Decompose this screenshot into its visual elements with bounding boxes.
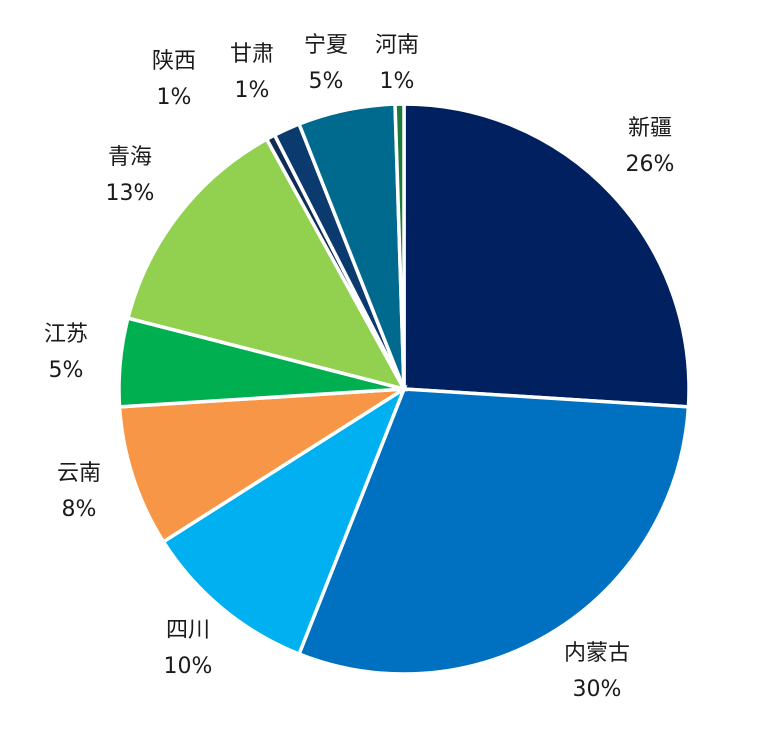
slice-value-label: 5% [49, 358, 84, 383]
pie-slices [117, 102, 691, 676]
slice-value-label: 10% [164, 654, 213, 679]
slice-category-label: 四川 [166, 618, 210, 643]
slice-value-label: 8% [62, 497, 97, 522]
slice-category-label: 江苏 [44, 322, 88, 347]
slice-category-label: 云南 [57, 461, 101, 486]
slice-category-label: 河南 [375, 33, 419, 58]
slice-value-label: 13% [106, 181, 155, 206]
slice-value-label: 1% [157, 85, 192, 110]
pie-slice-6 [125, 136, 408, 392]
slice-category-label: 内蒙古 [564, 641, 630, 666]
slice-category-label: 甘肃 [230, 42, 274, 67]
slice-value-label: 30% [573, 677, 622, 702]
slice-category-label: 陕西 [152, 49, 196, 74]
slice-value-label: 26% [626, 152, 675, 177]
pie-slice-1 [402, 102, 691, 409]
slice-category-label: 新疆 [628, 116, 672, 141]
pie-slice-10 [393, 102, 406, 390]
slice-category-label: 青海 [108, 145, 152, 170]
slice-category-label: 宁夏 [304, 33, 348, 58]
pie-slice-2 [296, 387, 691, 676]
pie-labels: 新疆 26% 内蒙古 30% 四川 10% 云南 8% 江苏 5% 青海 13% 陕西 1% 甘肃 1% 宁夏 5… [44, 33, 674, 702]
slice-value-label: 5% [309, 69, 344, 94]
slice-value-label: 1% [235, 78, 270, 103]
pie-slice-4 [117, 387, 405, 545]
pie-slice-3 [160, 384, 408, 657]
slice-value-label: 1% [380, 69, 415, 94]
